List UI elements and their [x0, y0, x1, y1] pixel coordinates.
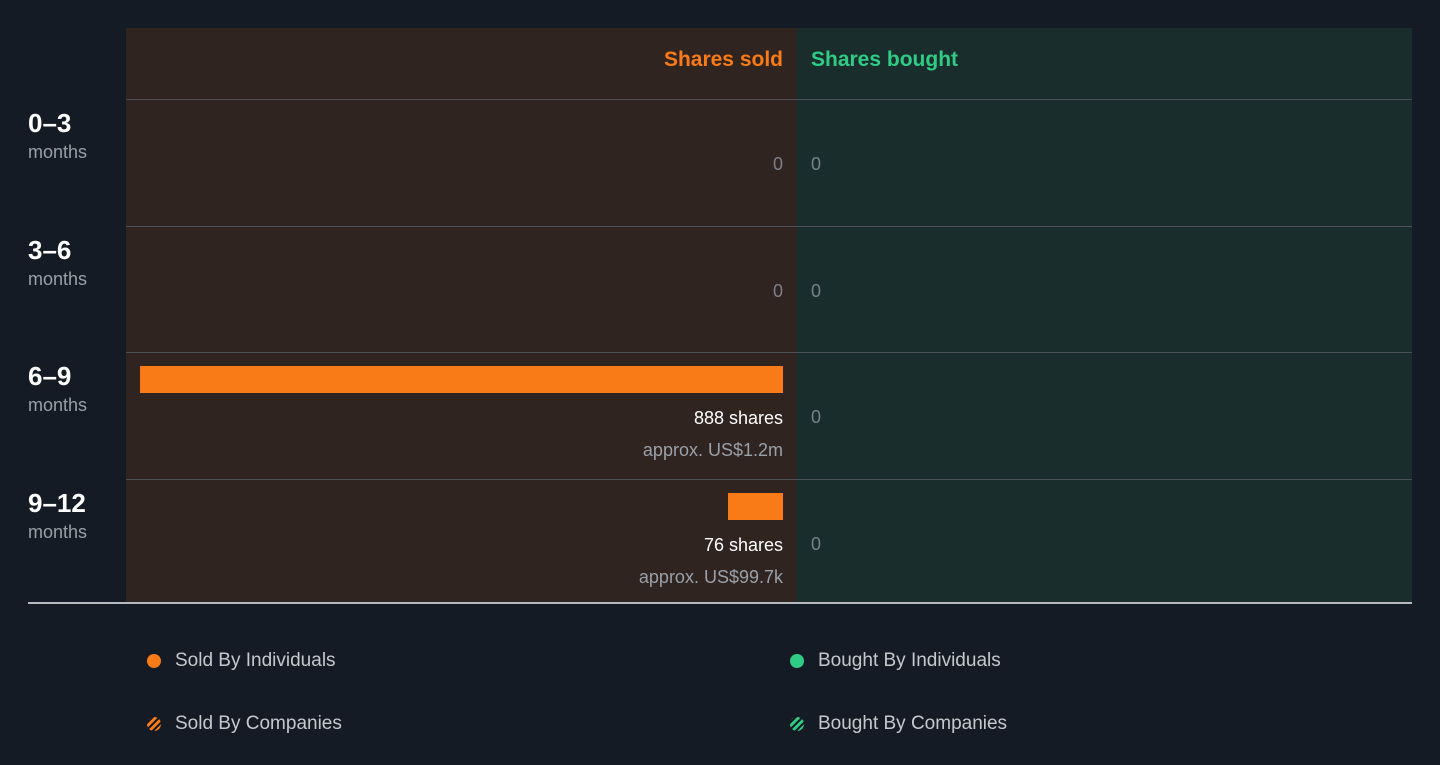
period-unit: months [28, 395, 88, 415]
legend-marker-icon [790, 654, 804, 668]
period-range: 0–3 [28, 108, 72, 138]
hatched-legend-marker-icon [147, 717, 161, 731]
sold-bar [728, 492, 783, 520]
sold-bar [140, 366, 783, 393]
sold-approx-value: approx. US$1.2m [642, 440, 783, 460]
period-range: 9–12 [28, 487, 86, 518]
legend-item-label: Sold By Individuals [175, 650, 336, 671]
row-separator [126, 99, 1412, 100]
period-unit: months [28, 268, 88, 289]
legend-marker-icon [147, 654, 161, 668]
sold-zero-value: 0 [772, 154, 783, 174]
bought-column-header: Shares bought [811, 48, 959, 71]
bought-zero-value: 0 [811, 154, 822, 174]
period-unit: months [28, 521, 88, 542]
sold-zero-value: 0 [772, 280, 783, 301]
sold-column-header: Shares sold [663, 48, 783, 71]
legend-item-label: Sold By Companies [175, 713, 342, 734]
period-label: 6–9 months [28, 361, 87, 416]
hatched-legend-marker-icon [790, 717, 804, 731]
sold-panel [126, 28, 797, 603]
bought-zero-value: 0 [811, 280, 822, 301]
row-separator [126, 352, 1412, 353]
period-range: 6–9 [28, 361, 72, 391]
period-label: 0–3 months [28, 108, 87, 163]
period-label: 3–6 months [28, 235, 87, 290]
legend-item-label: Bought By Individuals [818, 650, 1001, 671]
bought-panel [797, 28, 1412, 603]
bought-zero-value: 0 [811, 407, 822, 427]
row-separator [126, 478, 1412, 480]
chart-baseline [28, 602, 1412, 604]
sold-approx-value: approx. US$99.7k [638, 566, 783, 587]
sold-shares-label: 76 shares [703, 534, 783, 555]
sold-shares-label: 888 shares [693, 408, 783, 428]
period-label: 9–12 months [28, 488, 87, 543]
legend-item-label: Bought By Companies [818, 713, 1008, 734]
period-range: 3–6 [28, 234, 72, 265]
period-unit: months [28, 142, 88, 162]
row-separator [126, 225, 1412, 227]
bought-zero-value: 0 [811, 533, 822, 554]
